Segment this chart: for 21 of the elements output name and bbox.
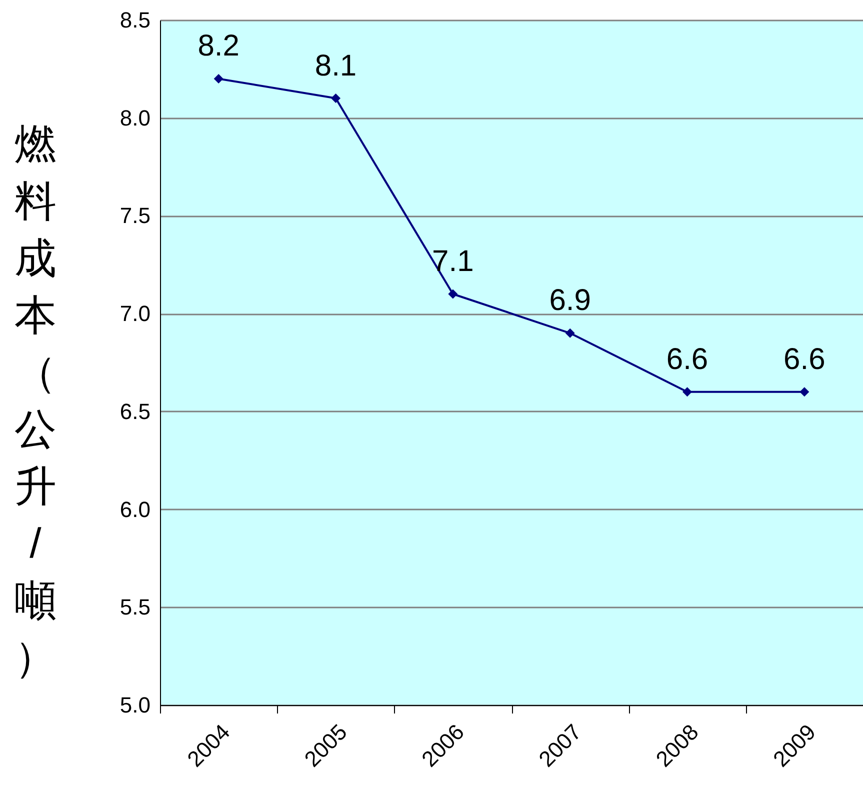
point [565, 328, 575, 338]
text: 燃料成本（公升/噸） [14, 120, 56, 680]
data-label: 8.1 [314, 49, 357, 82]
data-label: 8.2 [198, 30, 240, 63]
text: 6.5 [120, 398, 150, 424]
point [682, 387, 692, 397]
text: 8.0 [120, 105, 150, 130]
text: 7.5 [120, 203, 150, 228]
text: 6.0 [120, 496, 150, 522]
point [331, 94, 340, 104]
text: 8.5 [120, 8, 150, 32]
data-label: 6.6 [666, 342, 708, 376]
data-label: 7.1 [432, 245, 474, 278]
point [448, 289, 458, 299]
text: 7.0 [120, 301, 150, 326]
data-label: 6.9 [549, 284, 591, 318]
point [214, 74, 224, 84]
data-label: 6.6 [784, 342, 826, 376]
point [800, 387, 810, 397]
text: 5.5 [120, 594, 150, 620]
text: 5.0 [120, 692, 150, 718]
